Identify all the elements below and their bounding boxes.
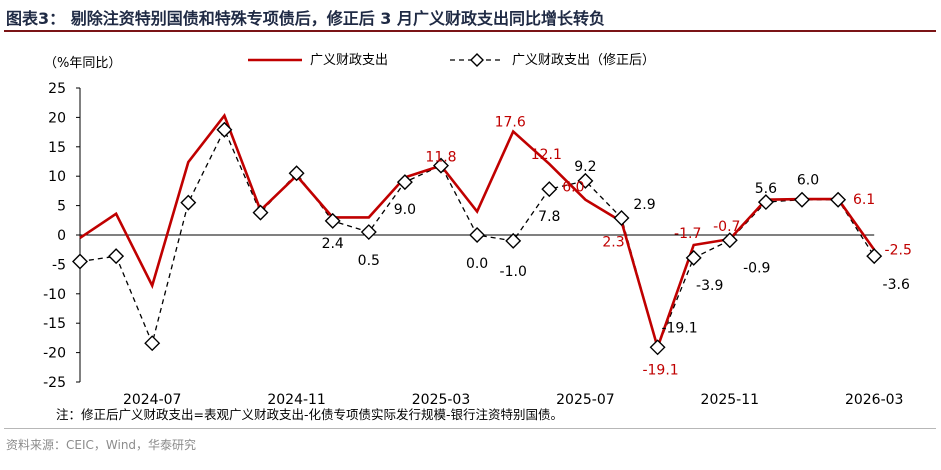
diamond-marker xyxy=(505,232,522,249)
chart-markers xyxy=(72,121,883,356)
diamond-marker xyxy=(613,209,630,226)
y-tick-label: 25 xyxy=(48,81,66,97)
data-label-broad-fiscal: -0.7 xyxy=(713,219,740,235)
y-tick-label: -10 xyxy=(43,287,66,303)
diamond-marker xyxy=(757,194,774,211)
data-label-broad-fiscal: 6.1 xyxy=(853,192,875,208)
legend-label-adjusted: 广义财政支出（修正后） xyxy=(512,53,655,68)
y-tick-label: -5 xyxy=(52,257,66,273)
source-divider xyxy=(4,428,936,429)
data-label-broad-fiscal: 6.0 xyxy=(562,180,584,196)
data-label-adjusted: 9.0 xyxy=(394,202,416,218)
diamond-marker xyxy=(288,165,305,182)
data-label-broad-fiscal: -19.1 xyxy=(642,362,678,378)
chart-legend: 广义财政支出 广义财政支出（修正后） xyxy=(248,53,655,68)
diamond-marker xyxy=(794,191,810,208)
y-axis-unit-label: （%年同比） xyxy=(44,56,122,71)
data-label-adjusted: 6.0 xyxy=(797,173,819,189)
chart-axes: 25 20 15 10 5 0 -5 -10 -15 -20 -25 2024-07 2024-11 20… xyxy=(43,81,903,408)
diamond-marker xyxy=(324,212,341,229)
diamond-marker xyxy=(360,224,377,241)
y-tick-label: 0 xyxy=(57,228,66,244)
title-divider xyxy=(4,30,936,32)
figure-note: 注：修正后广义财政支出=表观广义财政支出-化债专项债实际发行规模-银行注资特别国… xyxy=(56,407,563,422)
x-tick-label: 2024-07 xyxy=(123,392,182,408)
diamond-marker xyxy=(180,194,197,211)
data-label-broad-fiscal: 11.8 xyxy=(425,150,456,166)
legend-label-broad-fiscal: 广义财政支出 xyxy=(310,53,388,68)
diamond-marker xyxy=(541,181,558,198)
diamond-marker xyxy=(649,339,666,356)
y-tick-label: -15 xyxy=(43,316,66,332)
diamond-marker xyxy=(396,174,413,191)
diamond-marker xyxy=(685,249,702,266)
figure-header: 图表3： 剔除注资特别国债和特殊专项债后，修正后 3 月广义财政支出同比增长转负 xyxy=(4,2,936,32)
diamond-marker xyxy=(830,191,847,208)
diamond-marker xyxy=(144,335,161,352)
data-label-broad-fiscal: 17.6 xyxy=(495,115,526,131)
diamond-marker xyxy=(433,157,449,174)
x-tick-label: 2026-03 xyxy=(845,392,904,408)
series-line-broad-fiscal xyxy=(79,112,876,352)
y-tick-label: 20 xyxy=(48,110,66,126)
diamond-marker xyxy=(721,232,738,249)
diamond-marker xyxy=(252,204,269,221)
data-label-adjusted: 5.6 xyxy=(755,181,777,197)
x-tick-label: 2025-07 xyxy=(556,392,615,408)
diamond-marker xyxy=(469,227,486,243)
data-label-adjusted: 0.5 xyxy=(358,253,380,269)
data-label-adjusted: 2.9 xyxy=(633,197,655,213)
y-tick-label: 10 xyxy=(48,169,66,185)
x-tick-label: 2025-11 xyxy=(701,392,760,408)
x-tick-label: 2024-11 xyxy=(267,392,326,408)
diamond-marker xyxy=(108,248,125,265)
data-label-adjusted: -3.6 xyxy=(883,277,910,293)
data-label-adjusted: -0.9 xyxy=(743,260,770,276)
data-label-adjusted: -19.1 xyxy=(661,320,697,336)
figure-source: 资料来源：CEIC，Wind，华泰研究 xyxy=(6,438,197,452)
chart-data-labels: 11.8 17.6 12.1 6.0 2.3 -19.1 -1.7 -0.7 6.1 -2.5 2.… xyxy=(322,115,912,379)
data-label-adjusted: 7.8 xyxy=(538,209,560,225)
y-tick-label: 5 xyxy=(57,199,66,215)
data-label-broad-fiscal: -1.7 xyxy=(674,226,701,242)
figure-title: 图表3： 剔除注资特别国债和特殊专项债后，修正后 3 月广义财政支出同比增长转负 xyxy=(6,9,605,28)
data-label-adjusted: 2.4 xyxy=(322,236,344,252)
x-tick-label: 2025-03 xyxy=(412,392,471,408)
y-tick-label: -20 xyxy=(43,346,66,362)
y-tick-label: -25 xyxy=(43,375,66,391)
diamond-marker xyxy=(216,121,233,138)
data-label-adjusted: 0.0 xyxy=(466,256,488,272)
diamond-marker xyxy=(866,248,883,265)
diamond-marker xyxy=(72,253,88,270)
data-label-broad-fiscal: -2.5 xyxy=(885,243,912,259)
y-tick-label: 15 xyxy=(48,140,66,156)
data-label-adjusted: -3.9 xyxy=(696,278,723,294)
data-label-broad-fiscal: 12.1 xyxy=(531,147,562,163)
data-label-adjusted: 9.2 xyxy=(574,159,596,175)
data-label-broad-fiscal: 2.3 xyxy=(602,234,624,250)
data-label-adjusted: -1.0 xyxy=(500,264,527,280)
legend-marker-adjusted xyxy=(470,53,484,67)
diamond-marker xyxy=(577,172,594,189)
